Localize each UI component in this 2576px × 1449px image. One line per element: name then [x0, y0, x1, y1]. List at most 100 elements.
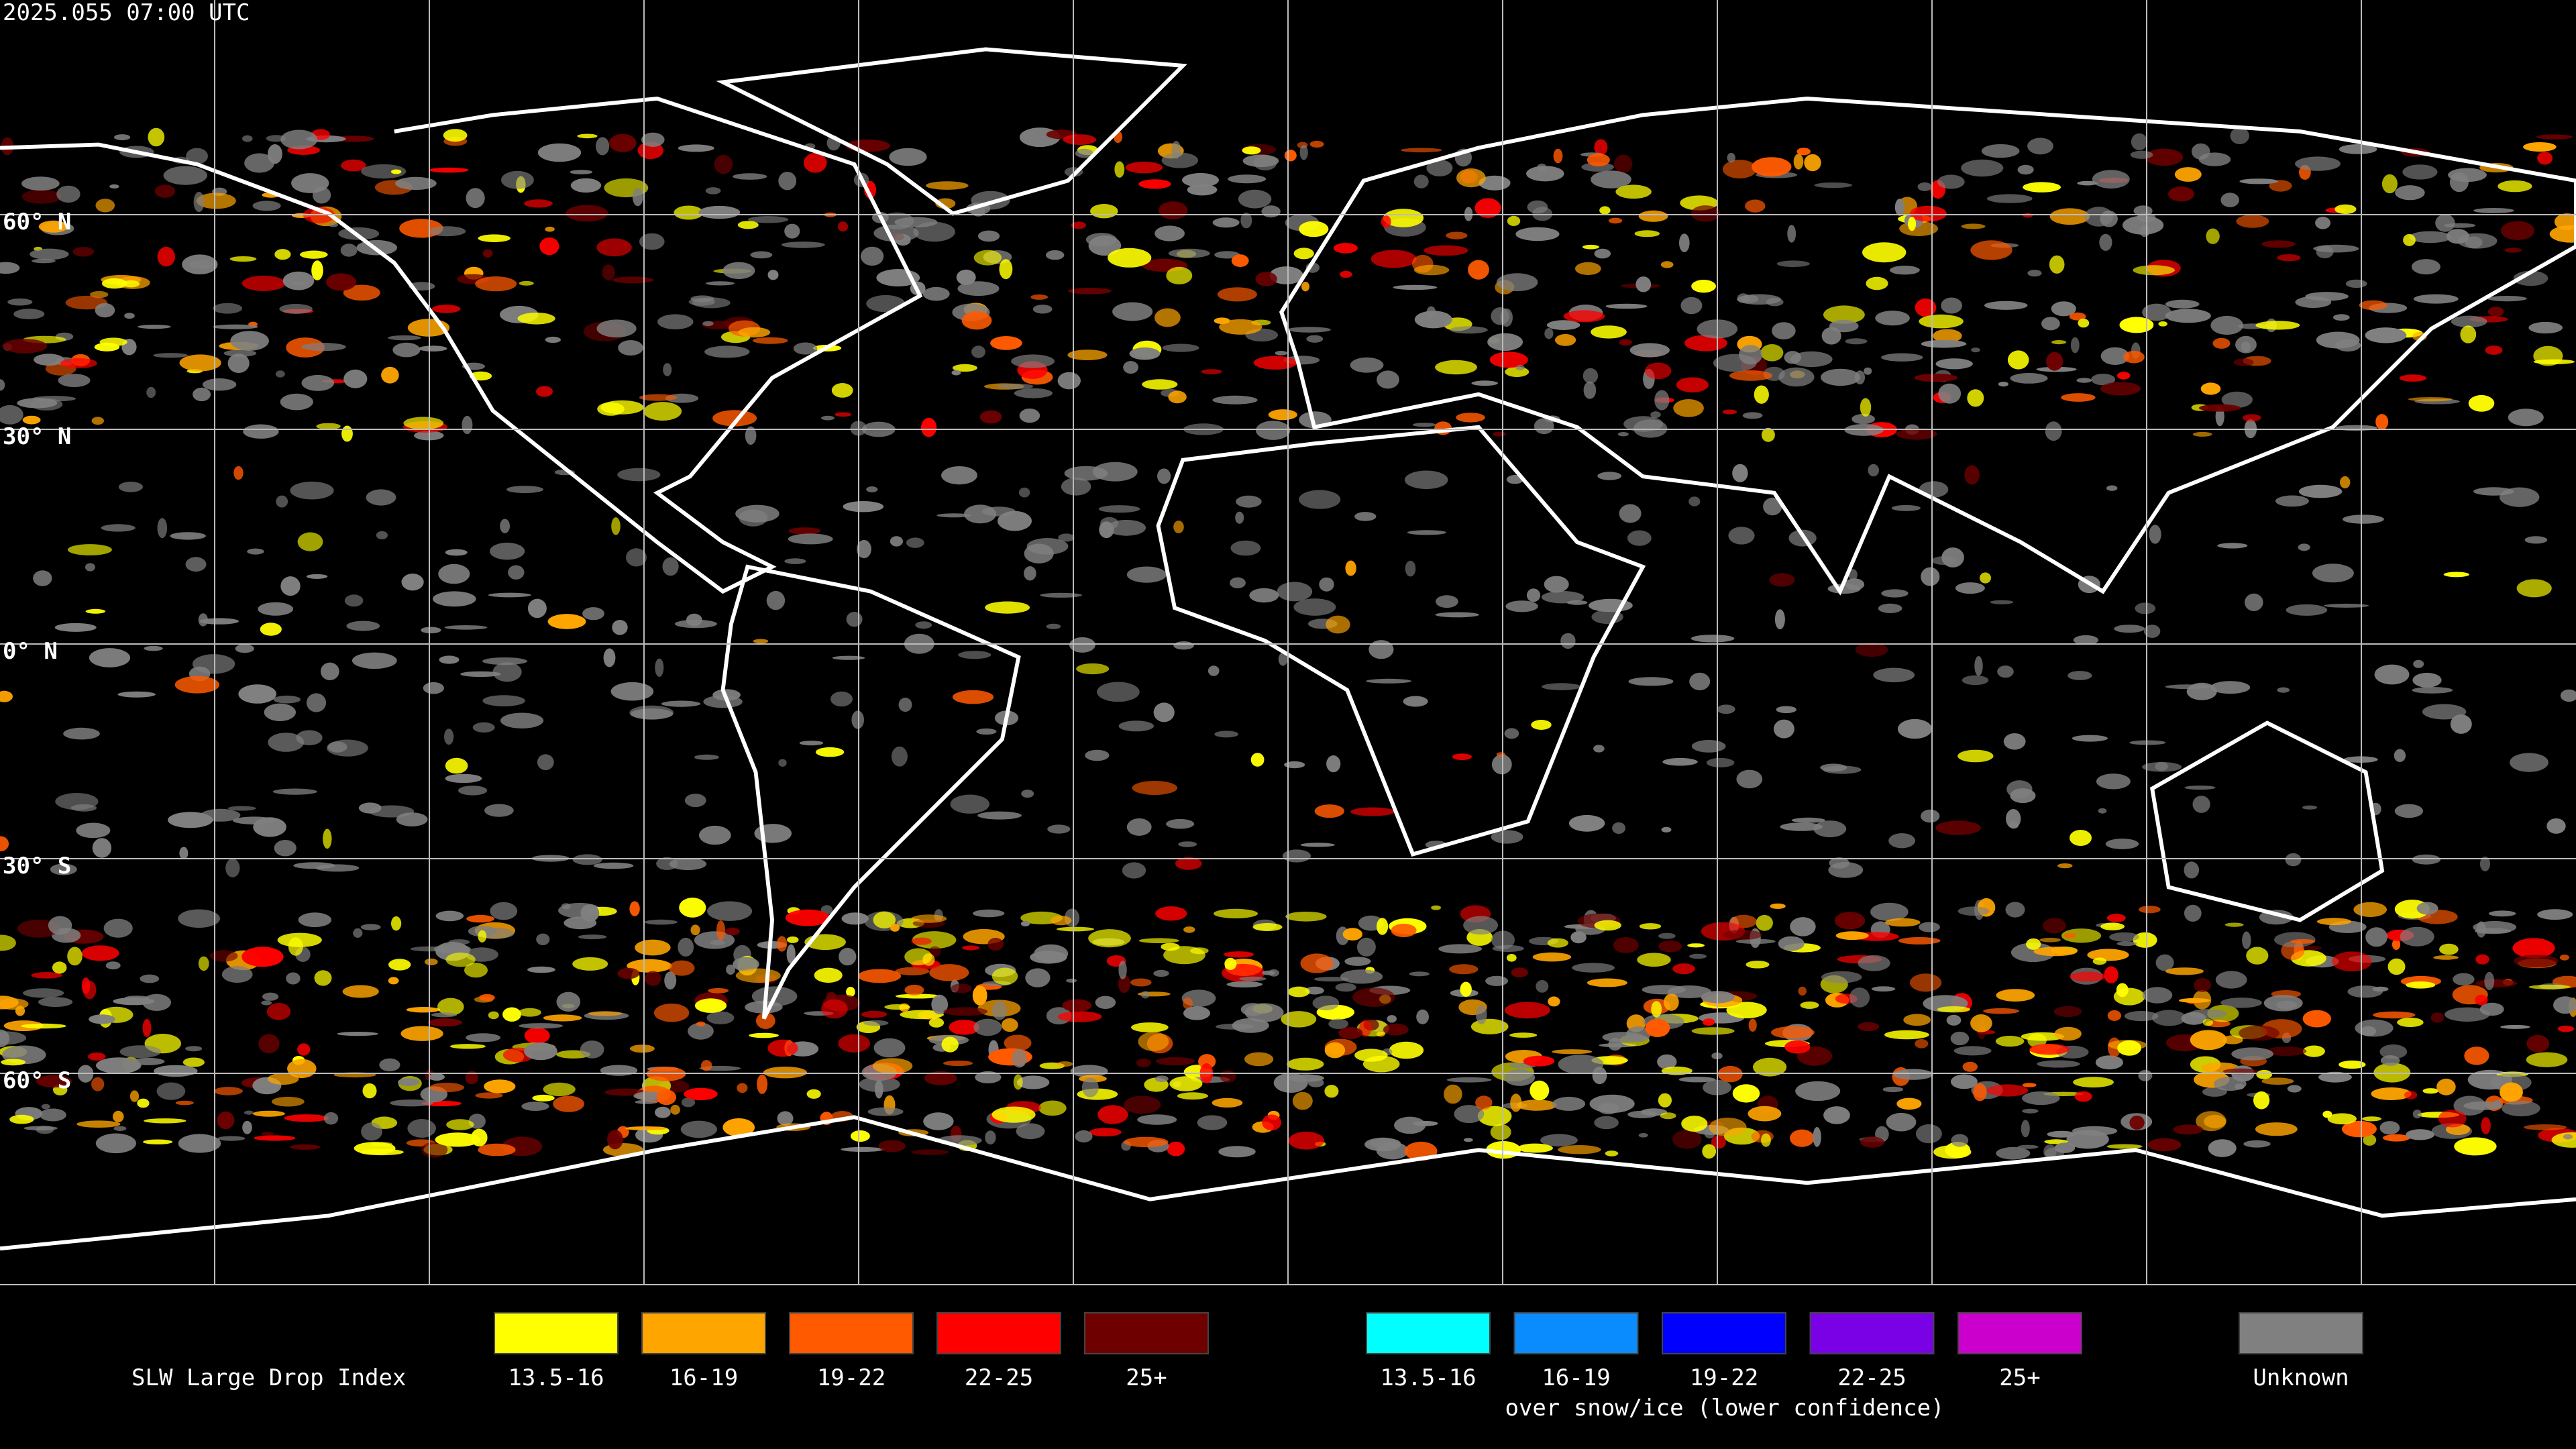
cloud-pixel [1061, 478, 1091, 496]
legend-swatch [1084, 1312, 1209, 1354]
cloud-pixel [2381, 174, 2398, 194]
cloud-pixel [445, 773, 482, 784]
cloud-pixel [821, 415, 835, 421]
cloud-pixel [400, 1026, 443, 1041]
cloud-pixel [276, 495, 288, 508]
cloud-pixel [1690, 635, 1735, 643]
cloud-pixel [662, 557, 679, 576]
cloud-pixel [1416, 1009, 1430, 1024]
cloud-pixel [1845, 338, 1868, 345]
cloud-pixel [1658, 1093, 1672, 1108]
cloud-pixel [1156, 1057, 1195, 1066]
cloud-pixel [655, 1106, 671, 1118]
cloud-pixel [1381, 215, 1391, 228]
cloud-pixel [227, 354, 250, 373]
cloud-pixel [674, 205, 704, 220]
cloud-pixel [31, 972, 62, 979]
cloud-pixel [1328, 1018, 1349, 1029]
cloud-pixel [898, 697, 912, 712]
cloud-pixel [1235, 511, 1244, 524]
cloud-pixel [753, 639, 769, 644]
cloud-pixel [1011, 354, 1055, 368]
cloud-pixel [1371, 250, 1417, 268]
cloud-pixel [1995, 1036, 2025, 1047]
cloud-pixel [2372, 1011, 2416, 1019]
cloud-pixel [1821, 971, 1862, 983]
cloud-pixel [618, 340, 643, 356]
cloud-pixel [198, 613, 208, 627]
cloud-pixel [1523, 1055, 1555, 1067]
cloud-pixel [1921, 809, 1940, 823]
cloud-pixel [1612, 822, 1626, 834]
cloud-pixel [1893, 1069, 1933, 1080]
cloud-pixel [280, 393, 313, 411]
cloud-pixel [1517, 1143, 1553, 1153]
cloud-pixel [582, 607, 604, 621]
cloud-pixel [1552, 1096, 1586, 1111]
cloud-pixel [572, 854, 602, 865]
cloud-pixel [1226, 981, 1263, 987]
cloud-pixel [1138, 938, 1179, 943]
cloud-pixel [1774, 609, 1785, 630]
cloud-pixel [1548, 996, 1560, 1007]
cloud-pixel [1281, 1011, 1317, 1028]
cloud-pixel [1591, 170, 1631, 189]
cloud-pixel [1745, 199, 1766, 213]
cloud-pixel [1446, 1077, 1492, 1083]
cloud-pixel [466, 914, 494, 923]
cloud-pixel [2073, 635, 2099, 645]
cloud-pixel [572, 957, 608, 971]
cloud-pixel [2049, 208, 2090, 225]
cloud-pixel [22, 415, 41, 425]
cloud-pixel [1377, 918, 1389, 935]
cloud-pixel [2233, 358, 2254, 366]
latitude-label: 60° N [3, 209, 71, 235]
cloud-pixel [1594, 920, 1621, 931]
cloud-pixel [1996, 1146, 2031, 1160]
cloud-pixel [1491, 830, 1523, 844]
cloud-pixel [2046, 352, 2063, 371]
cloud-pixel [2412, 1110, 2422, 1119]
cloud-pixel [1352, 987, 1395, 1007]
cloud-pixel [1214, 317, 1230, 325]
cloud-pixel [1487, 333, 1523, 351]
legend-title: SLW Large Drop Index [131, 1364, 406, 1391]
cloud-pixel [1505, 1002, 1550, 1019]
cloud-pixel [337, 1032, 378, 1036]
cloud-pixel [2133, 932, 2157, 948]
cloud-pixel [300, 250, 328, 259]
cloud-pixel [1658, 940, 1682, 953]
cloud-pixel [1350, 807, 1395, 816]
cloud-pixel [1173, 641, 1194, 650]
cloud-pixel [213, 1087, 243, 1095]
cloud-pixel [588, 1011, 623, 1016]
cloud-pixel [95, 1133, 136, 1154]
cloud-pixel [625, 1126, 667, 1130]
cloud-pixel [1157, 468, 1171, 484]
cloud-pixel [1249, 588, 1279, 603]
cloud-pixel [464, 963, 488, 978]
cloud-pixel [2117, 1040, 2142, 1056]
cloud-pixel [1030, 951, 1067, 964]
cloud-pixel [814, 967, 843, 983]
cloud-pixel [2454, 1137, 2497, 1156]
cloud-pixel [644, 919, 678, 925]
cloud-pixel [1326, 755, 1341, 773]
cloud-pixel [323, 828, 332, 849]
cloud-pixel [1769, 573, 1795, 587]
cloud-pixel [1118, 961, 1127, 979]
cloud-pixel [1582, 368, 1599, 384]
cloud-pixel [2239, 178, 2279, 184]
cloud-pixel [2487, 296, 2527, 302]
cloud-pixel [2027, 270, 2042, 277]
cloud-pixel [2022, 1108, 2039, 1114]
cloud-pixel [273, 695, 301, 704]
cloud-pixel [1013, 1074, 1023, 1090]
cloud-pixel [553, 1095, 584, 1112]
cloud-pixel [1793, 154, 1804, 170]
cloud-pixel [1383, 1023, 1409, 1036]
cloud-pixel [2210, 315, 2243, 335]
cloud-pixel [2340, 476, 2351, 489]
cloud-pixel [1594, 1116, 1619, 1130]
cloud-pixel [1490, 1124, 1511, 1140]
